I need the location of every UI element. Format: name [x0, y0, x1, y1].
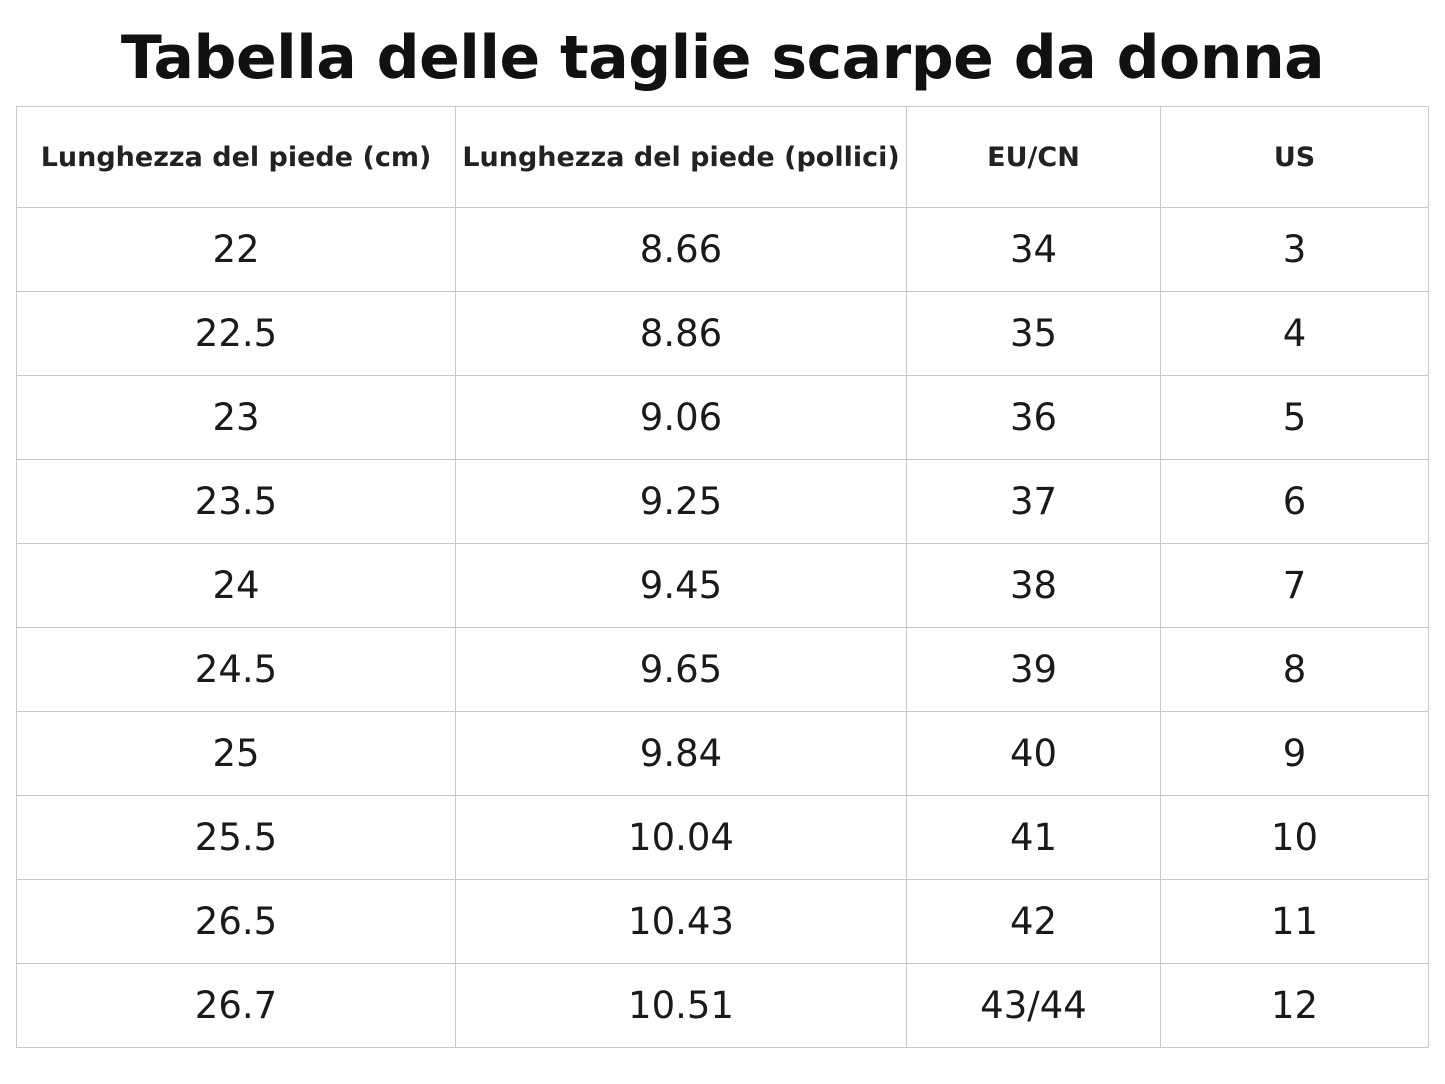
column-header: EU/CN — [906, 106, 1161, 208]
table-row: 25.5 10.04 41 10 — [16, 795, 1429, 880]
table-cell: 12 — [1160, 963, 1429, 1048]
table-cell: 22.5 — [16, 291, 456, 376]
table-cell: 9.65 — [455, 627, 907, 712]
table-cell: 39 — [906, 627, 1161, 712]
table-row: 26.7 10.51 43/44 12 — [16, 963, 1429, 1048]
table-cell: 5 — [1160, 375, 1429, 460]
table-cell: 35 — [906, 291, 1161, 376]
table-cell: 25.5 — [16, 795, 456, 880]
column-header: US — [1160, 106, 1429, 208]
table-cell: 8.66 — [455, 207, 907, 292]
table-row: 22.5 8.86 35 4 — [16, 291, 1429, 376]
table-cell: 8.86 — [455, 291, 907, 376]
table-cell: 26.7 — [16, 963, 456, 1048]
table-cell: 23.5 — [16, 459, 456, 544]
table-body: 22 8.66 34 3 22.5 8.86 35 4 23 9.06 36 5 23.5 9.25 37 6… — [16, 207, 1429, 1048]
table-cell: 38 — [906, 543, 1161, 628]
table-cell: 22 — [16, 207, 456, 292]
table-cell: 43/44 — [906, 963, 1161, 1048]
table-cell: 7 — [1160, 543, 1429, 628]
header-row: Lunghezza del piede (cm) Lunghezza del pi… — [16, 106, 1429, 208]
table-cell: 24.5 — [16, 627, 456, 712]
table-cell: 3 — [1160, 207, 1429, 292]
table-cell: 10.51 — [455, 963, 907, 1048]
table-cell: 23 — [16, 375, 456, 460]
table-row: 26.5 10.43 42 11 — [16, 879, 1429, 964]
table-cell: 36 — [906, 375, 1161, 460]
table-row: 24.5 9.65 39 8 — [16, 627, 1429, 712]
table-cell: 9.84 — [455, 711, 907, 796]
table-row: 25 9.84 40 9 — [16, 711, 1429, 796]
column-header: Lunghezza del piede (pollici) — [455, 106, 907, 208]
table-cell: 9.45 — [455, 543, 907, 628]
table-cell: 34 — [906, 207, 1161, 292]
table-cell: 4 — [1160, 291, 1429, 376]
table-cell: 11 — [1160, 879, 1429, 964]
table-row: 22 8.66 34 3 — [16, 207, 1429, 292]
table-cell: 40 — [906, 711, 1161, 796]
table-cell: 9.25 — [455, 459, 907, 544]
table-cell: 9 — [1160, 711, 1429, 796]
table-row: 24 9.45 38 7 — [16, 543, 1429, 628]
table-cell: 10.04 — [455, 795, 907, 880]
title: Tabella delle taglie scarpe da donna — [120, 23, 1325, 93]
table-cell: 6 — [1160, 459, 1429, 544]
table-cell: 37 — [906, 459, 1161, 544]
table-cell: 42 — [906, 879, 1161, 964]
table-cell: 24 — [16, 543, 456, 628]
table-head: Lunghezza del piede (cm) Lunghezza del pi… — [16, 106, 1429, 208]
table-cell: 26.5 — [16, 879, 456, 964]
table-row: 23.5 9.25 37 6 — [16, 459, 1429, 544]
table-cell: 25 — [16, 711, 456, 796]
size-table: Lunghezza del piede (cm) Lunghezza del pi… — [16, 106, 1429, 1048]
table-cell: 8 — [1160, 627, 1429, 712]
table-cell: 9.06 — [455, 375, 907, 460]
table-cell: 10.43 — [455, 879, 907, 964]
table-cell: 41 — [906, 795, 1161, 880]
table-cell: 10 — [1160, 795, 1429, 880]
table-row: 23 9.06 36 5 — [16, 375, 1429, 460]
column-header: Lunghezza del piede (cm) — [16, 106, 456, 208]
